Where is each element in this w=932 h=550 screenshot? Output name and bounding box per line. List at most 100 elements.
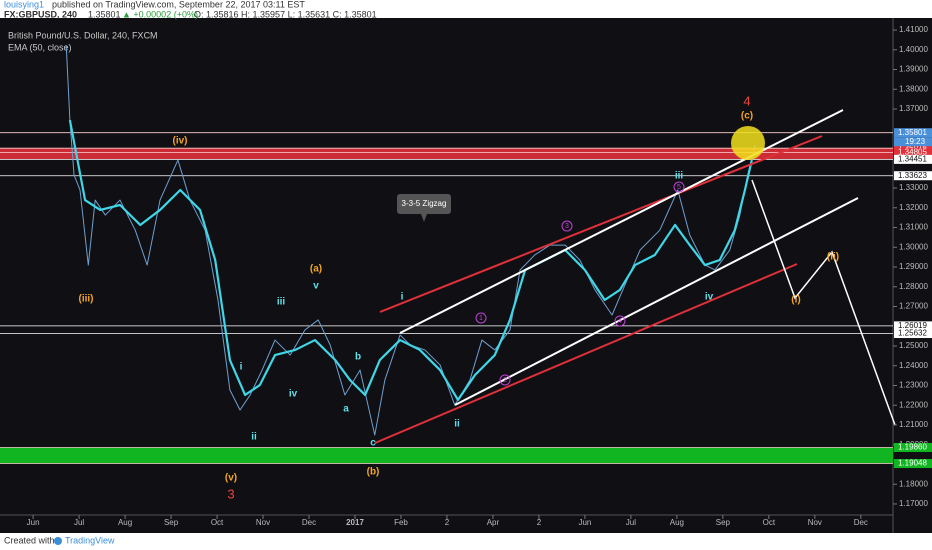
wave-label: ii xyxy=(454,419,460,430)
callout-text: 3-3-5 Zigzag xyxy=(402,199,447,208)
level-label-box xyxy=(894,329,932,339)
wave-label: (c) xyxy=(741,111,753,122)
y-tick-label: 1.40000 xyxy=(899,45,928,54)
wave-label: 5 xyxy=(677,184,681,191)
level-label-box xyxy=(894,171,932,181)
y-tick-label: 1.37000 xyxy=(899,104,928,113)
x-tick-label: Aug xyxy=(118,518,132,527)
level-label: 1.35801 xyxy=(898,128,927,137)
wave-label: c xyxy=(370,438,376,449)
wave-label: 3 xyxy=(565,223,569,230)
support-zone xyxy=(0,447,893,464)
wave-label: 4 xyxy=(743,93,750,108)
y-tick-label: 1.39000 xyxy=(899,65,928,74)
y-tick-label: 1.29000 xyxy=(899,262,928,271)
ohlc: O: 1.35816 H: 1.35957 L: 1.35631 C: 1.35… xyxy=(194,9,377,19)
level-label: 1.35016 xyxy=(898,143,927,152)
y-tick-label: 1.27000 xyxy=(899,302,928,311)
level-label: 1.34451 xyxy=(898,154,927,163)
last-price: 1.35801 xyxy=(88,9,121,19)
x-tick-label: Jun xyxy=(578,518,591,527)
ema-line xyxy=(68,119,753,402)
chart-title: British Pound/U.S. Dollar, 240, FXCM xyxy=(8,30,158,40)
change: ▲ +0.00002 (+0%) xyxy=(122,9,198,19)
y-tick-label: 1.32000 xyxy=(899,203,928,212)
level-label-box xyxy=(894,147,932,157)
footer-created: Created with xyxy=(4,535,55,545)
x-tick-label: Oct xyxy=(763,518,776,527)
x-tick-label: Aug xyxy=(670,518,684,527)
header-bar xyxy=(0,0,932,18)
level-label-box xyxy=(894,442,932,452)
countdown-box xyxy=(894,137,932,147)
level-label: 1.19048 xyxy=(898,459,927,468)
x-tick-label: 2 xyxy=(537,518,542,527)
price-line xyxy=(65,45,756,436)
wave-label: b xyxy=(355,352,361,363)
brand-icon xyxy=(54,537,62,545)
wave-label: iii xyxy=(675,171,684,182)
wave-circle xyxy=(673,181,685,193)
wave-label: (iv) xyxy=(173,136,188,147)
symbol: FX:GBPUSD, 240 xyxy=(4,9,77,19)
x-tick-label: Feb xyxy=(394,518,408,527)
y-tick-label: 1.22000 xyxy=(899,400,928,409)
wave-label: 4 xyxy=(618,318,622,325)
highlight-circle xyxy=(731,126,765,160)
indicator-label: EMA (50, close) xyxy=(8,42,72,52)
wave-label: iv xyxy=(289,389,298,400)
wave-label: v xyxy=(313,281,319,292)
wave-circle xyxy=(499,374,511,386)
wave-label: iii xyxy=(277,297,286,308)
level-label: 1.19860 xyxy=(898,443,927,452)
footer-bar xyxy=(0,533,932,550)
drawings: 3-3-5 Zigzag xyxy=(374,109,896,444)
level-label-box xyxy=(894,321,932,331)
wave-label: (i) xyxy=(791,295,800,306)
y-tick-label: 1.41000 xyxy=(899,25,928,34)
level-label: 1.33623 xyxy=(898,171,927,180)
wave-label: (a) xyxy=(310,264,322,275)
publisher[interactable]: louisying1 xyxy=(4,0,44,9)
footer-brand[interactable]: TradingView xyxy=(65,535,115,545)
wave-label: (ii) xyxy=(827,252,839,263)
wave-circle xyxy=(614,315,626,327)
channel-red-lower xyxy=(374,263,798,444)
resistance-zone xyxy=(0,148,893,160)
level-label: 1.26019 xyxy=(898,321,927,330)
y-tick-label: 1.24000 xyxy=(899,361,928,370)
x-tick-label: Apr xyxy=(487,518,500,527)
countdown: 19:23 xyxy=(905,137,926,146)
wave-label: 1 xyxy=(479,315,483,322)
wave-label: ii xyxy=(251,432,257,443)
level-label: 1.25632 xyxy=(898,329,927,338)
wave-label: (b) xyxy=(367,467,380,478)
y-tick-label: 1.30000 xyxy=(899,242,928,251)
level-label-box xyxy=(894,128,932,138)
callout-pointer xyxy=(421,214,427,222)
level-label: 1.34805 xyxy=(898,147,927,156)
level-label-box xyxy=(894,154,932,164)
channel-white-upper xyxy=(399,109,844,334)
channel-white-lower xyxy=(454,197,859,406)
x-tick-label: Dec xyxy=(302,518,316,527)
published: published on TradingView.com, September … xyxy=(52,0,305,9)
x-tick-label: Jul xyxy=(626,518,636,527)
x-tick-label: Nov xyxy=(808,518,822,527)
wave-label: i xyxy=(240,362,243,373)
y-tick-label: 1.25000 xyxy=(899,341,928,350)
wave-circle xyxy=(475,312,487,324)
x-tick-label: Nov xyxy=(256,518,270,527)
callout-box xyxy=(397,194,451,214)
x-tick-label: Oct xyxy=(211,518,224,527)
wave-label: (v) xyxy=(225,473,237,484)
y-tick-label: 1.17000 xyxy=(899,499,928,508)
wave-label: 3 xyxy=(227,486,234,501)
channel-red-upper xyxy=(379,135,823,313)
y-tick-label: 1.33000 xyxy=(899,183,928,192)
x-tick-label: Dec xyxy=(854,518,868,527)
wave-label: iv xyxy=(705,292,714,303)
x-tick-label: 2 xyxy=(445,518,450,527)
